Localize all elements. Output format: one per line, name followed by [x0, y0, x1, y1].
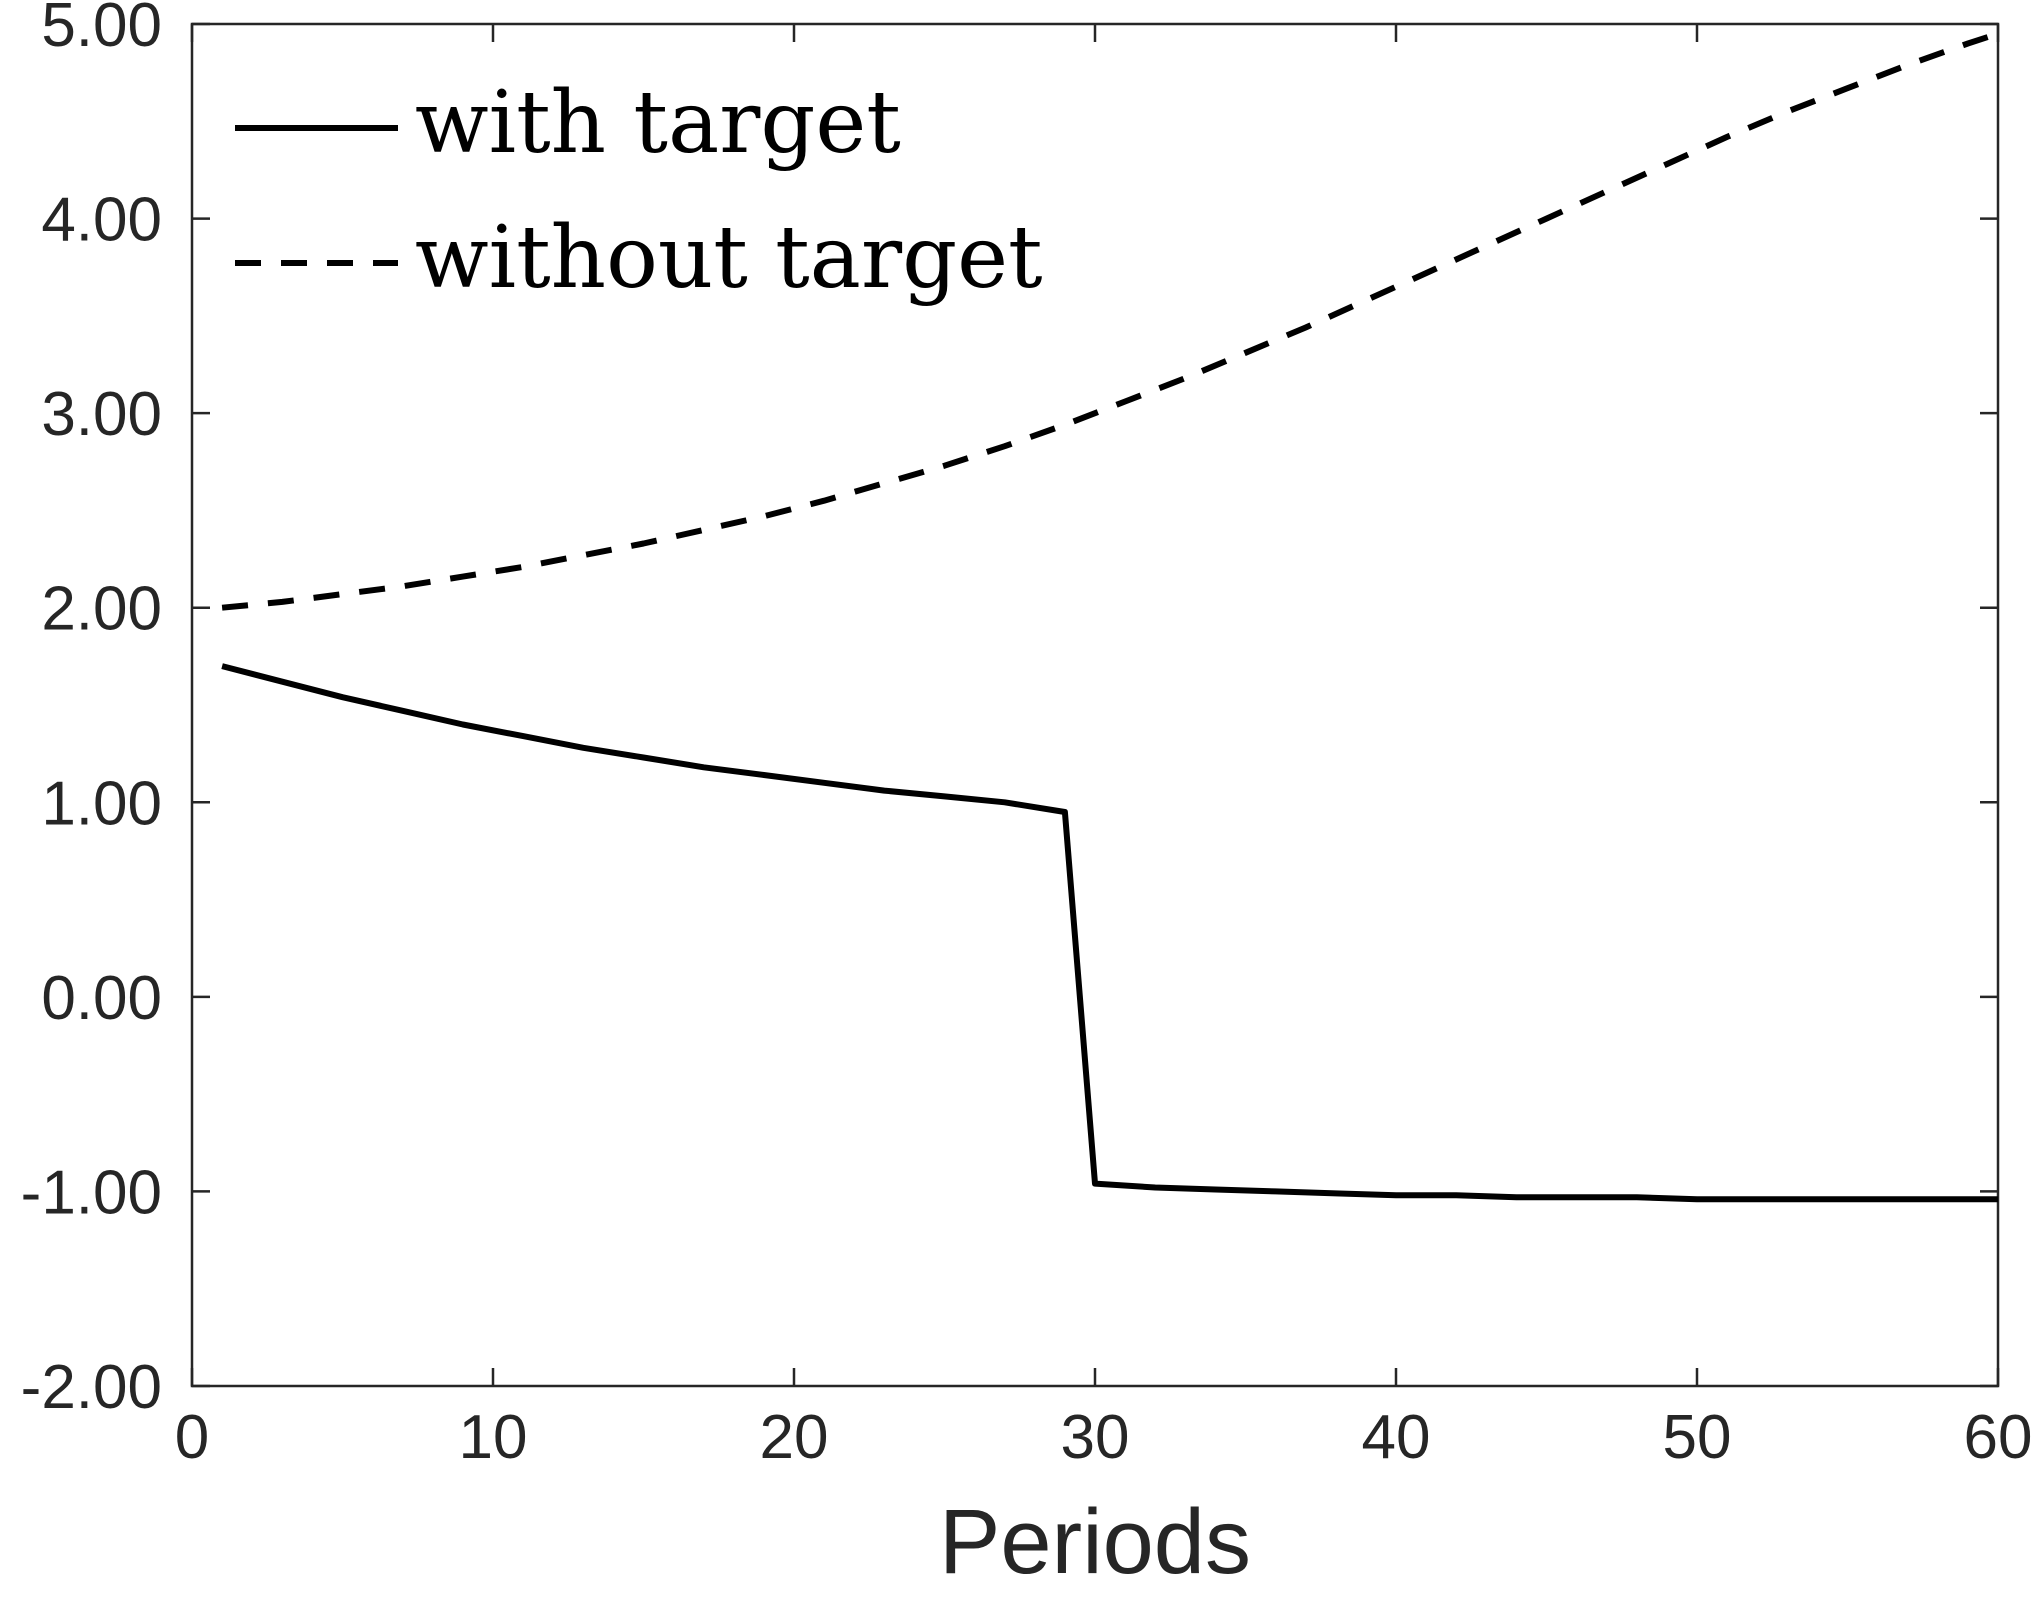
y-tick-label: 0.00 — [41, 964, 162, 1033]
x-tick-label: 0 — [175, 1403, 209, 1472]
legend-label: without target — [415, 208, 1043, 308]
x-tick-label: 60 — [1964, 1403, 2033, 1472]
y-tick-label: 2.00 — [41, 575, 162, 644]
x-tick-label: 50 — [1663, 1403, 1732, 1472]
legend-label: with target — [415, 73, 901, 173]
x-axis-tick-labels: 0 10 20 30 40 50 60 — [175, 1403, 2033, 1472]
y-tick-label: 4.00 — [41, 186, 162, 255]
series-line-without-target — [221, 30, 1999, 611]
axis-ticks — [190, 22, 2000, 1388]
y-axis-tick-labels: 5.00 4.00 3.00 2.00 1.00 0.00 -1.00 -2.00 — [21, 0, 162, 1422]
y-tick-label: -1.00 — [21, 1158, 162, 1227]
legend: with target without target — [235, 73, 1043, 308]
y-tick-label: 3.00 — [41, 380, 162, 449]
y-tick-label: -2.00 — [21, 1353, 162, 1422]
series-line-with-target — [221, 663, 1998, 1203]
y-tick-label: 5.00 — [41, 0, 162, 60]
x-tick-label: 10 — [459, 1403, 528, 1472]
x-tick-label: 30 — [1061, 1403, 1130, 1472]
x-axis-title: Periods — [939, 1491, 1251, 1593]
y-tick-label: 1.00 — [41, 769, 162, 838]
series-layer — [221, 30, 1999, 1203]
x-tick-label: 20 — [760, 1403, 829, 1472]
x-tick-label: 40 — [1362, 1403, 1431, 1472]
